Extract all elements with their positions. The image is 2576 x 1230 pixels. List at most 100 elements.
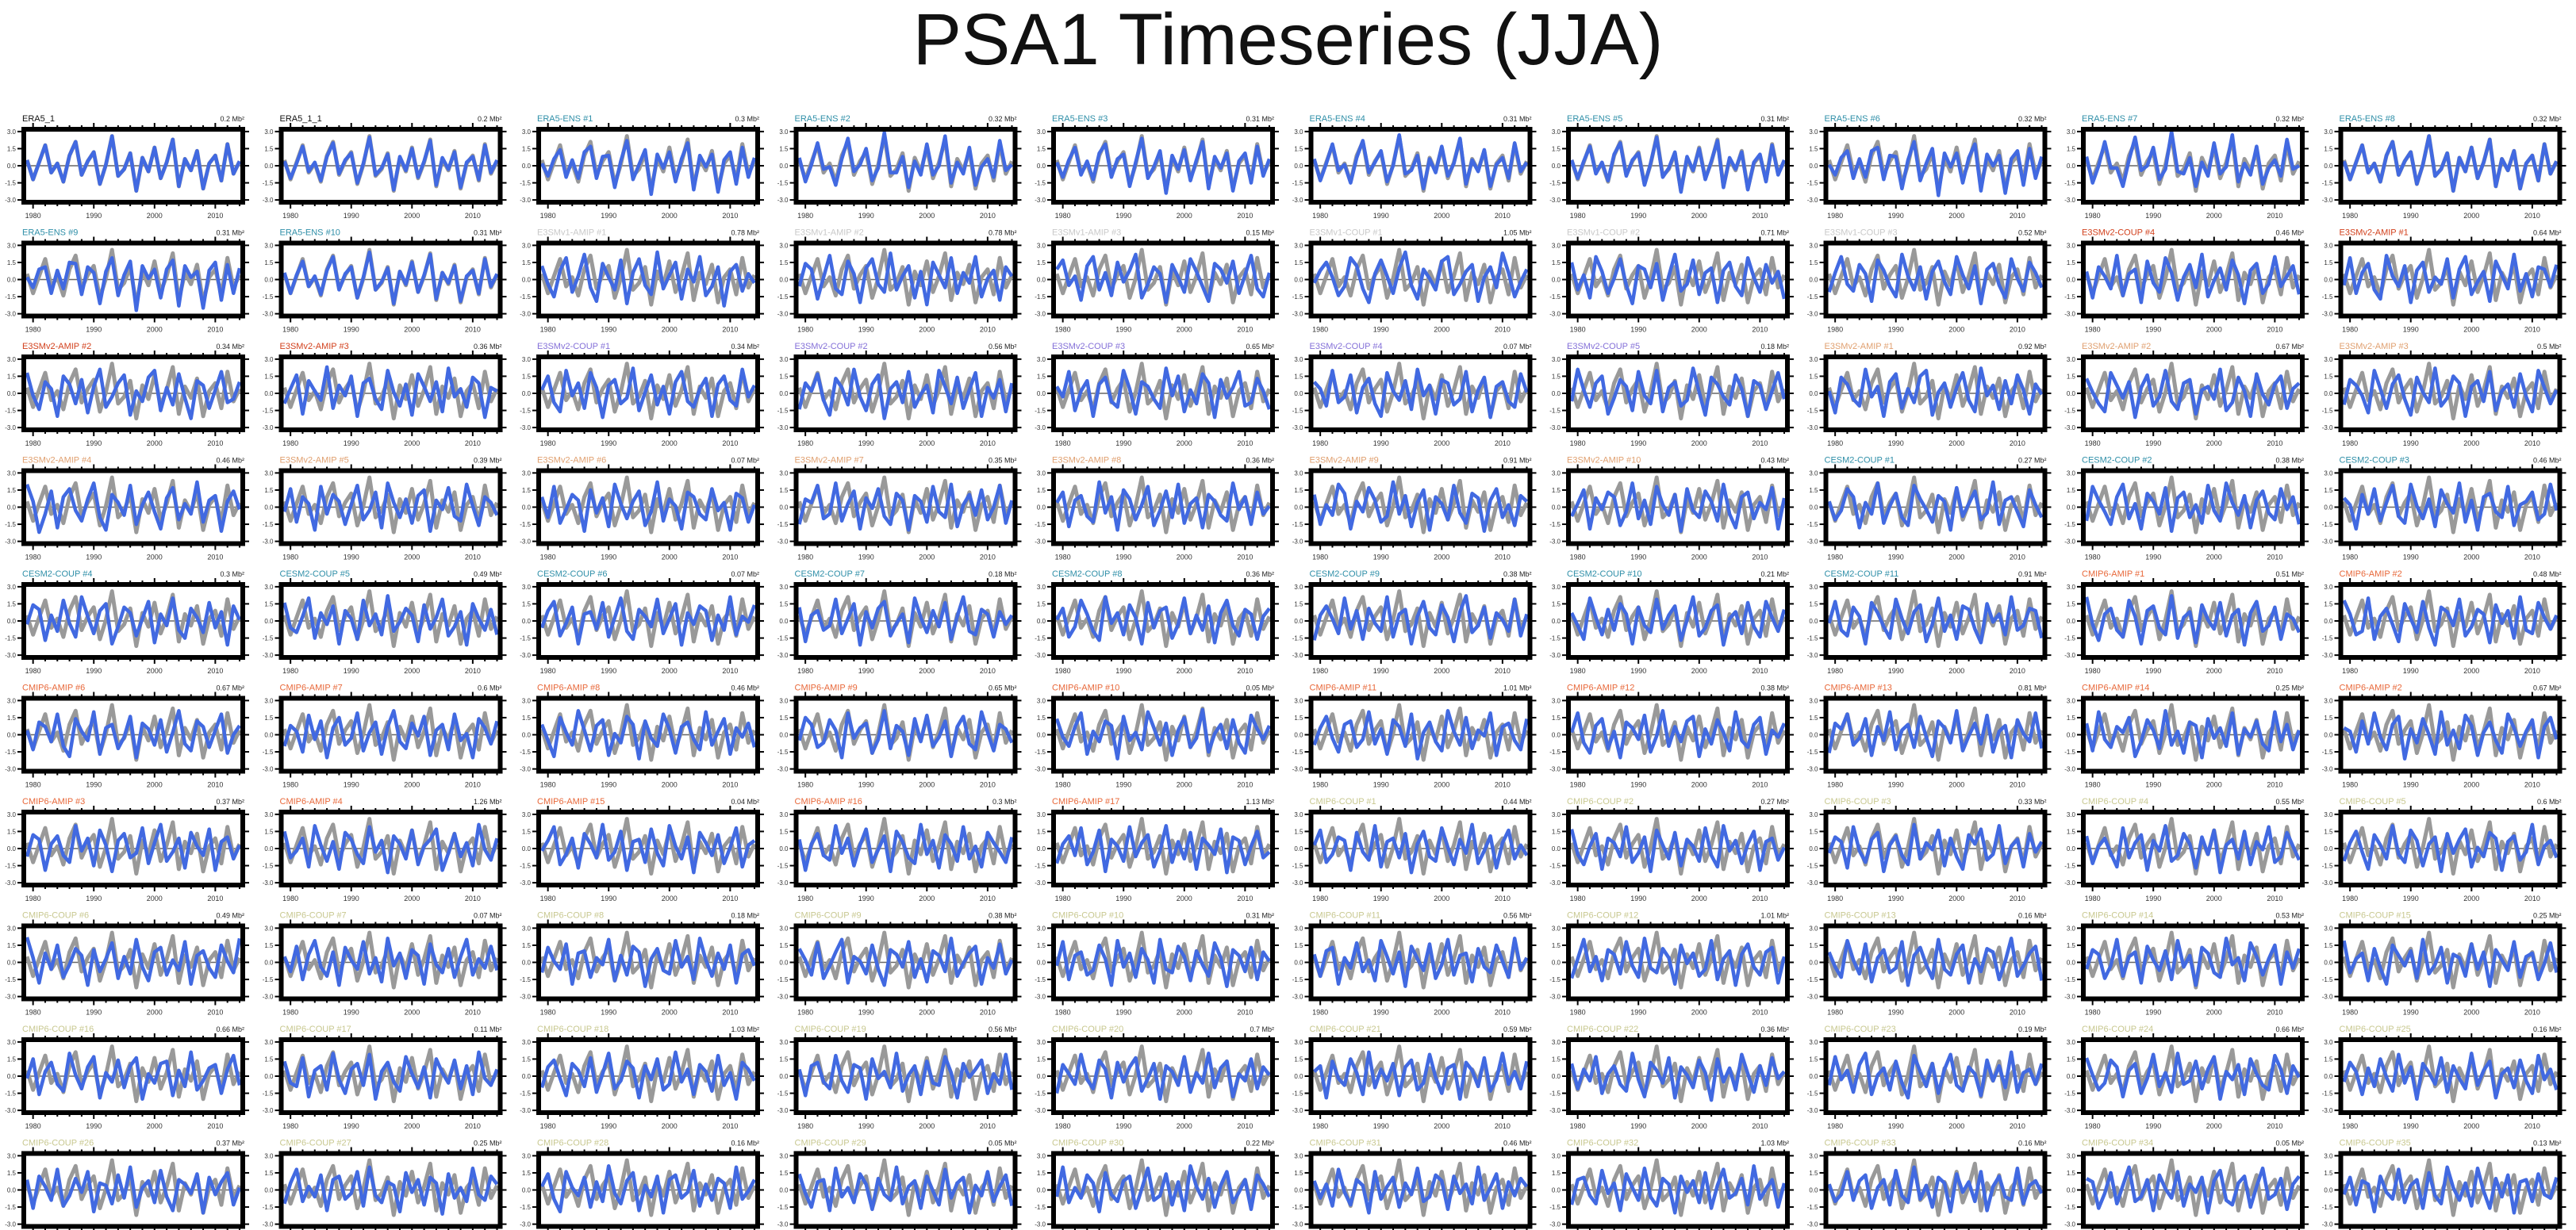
x-tick-label: 1990 <box>601 554 616 561</box>
panel-title: CMIP6-COUP #12 <box>1567 911 1638 921</box>
y-tick-label: -1.5 <box>5 1090 16 1098</box>
x-tick-label: 1980 <box>540 326 556 334</box>
y-tick-label: 3.0 <box>1037 242 1046 249</box>
panel-title: CMIP6-COUP #5 <box>2340 797 2406 807</box>
x-tick-label: 2000 <box>1948 781 1964 789</box>
y-tick-label: -1.5 <box>1549 863 1561 870</box>
y-tick-label: 3.0 <box>522 356 532 363</box>
panel-stat: 0.36 Mb² <box>474 343 502 351</box>
y-tick-label: -1.5 <box>1035 749 1046 756</box>
y-tick-label: -1.5 <box>1807 863 1818 870</box>
x-tick-label: 2010 <box>980 895 996 902</box>
y-tick-label: 3.0 <box>1809 925 1818 932</box>
y-tick-label: 0.0 <box>1809 732 1818 739</box>
y-tick-label: 0.0 <box>779 163 789 170</box>
y-tick-label: -1.5 <box>1549 749 1561 756</box>
y-tick-label: 1.5 <box>264 715 274 722</box>
y-tick-label: 3.0 <box>2324 811 2333 818</box>
reference-series-line <box>797 930 1014 990</box>
y-tick-label: -1.5 <box>1807 749 1818 756</box>
panel-title: CMIP6-AMIP #16 <box>795 797 862 807</box>
y-tick-label: -1.5 <box>520 635 531 642</box>
y-tick-label: 3.0 <box>1552 697 1561 704</box>
model-series-line <box>2084 937 2302 987</box>
y-tick-label: 1.5 <box>522 145 532 152</box>
y-tick-label: 1.5 <box>1294 715 1303 722</box>
model-series-line <box>539 250 756 308</box>
x-tick-label: 2000 <box>1434 326 1449 334</box>
x-tick-label: 2010 <box>2267 212 2282 220</box>
panel-title: E3SMv2-AMIP #1 <box>2340 228 2409 238</box>
small-multiple-panel: E3SMv2-COUP #5 0.18 Mb² -3.0 -1.5 0.0 1.5 3.0 1… <box>1549 342 1794 447</box>
x-tick-label: 1990 <box>1373 554 1389 561</box>
x-tick-label: 2010 <box>465 212 481 220</box>
small-multiple-panel: CMIP6-COUP #14 0.53 Mb² -3.0 -1.5 0.0 1.5 3.0 1… <box>2064 911 2309 1017</box>
x-tick-label: 2000 <box>147 439 163 447</box>
y-tick-label: 3.0 <box>1037 811 1046 818</box>
y-tick-label: 1.5 <box>779 942 789 949</box>
y-tick-label: 1.5 <box>1037 942 1046 949</box>
y-tick-label: 3.0 <box>522 128 532 136</box>
small-multiple-panel: CMIP6-AMIP #1 0.51 Mb² -3.0 -1.5 0.0 1.5 3.0 19… <box>2064 569 2309 675</box>
y-tick-label: -3.0 <box>1549 994 1561 1001</box>
y-tick-label: -1.5 <box>777 521 789 528</box>
small-multiple-panel: CESM2-COUP #6 0.07 Mb² -3.0 -1.5 0.0 1.5 3.0 19… <box>520 569 764 675</box>
y-tick-label: 0.0 <box>264 618 274 625</box>
y-tick-label: 0.0 <box>7 277 17 284</box>
panel-stat: 0.38 Mb² <box>989 912 1017 920</box>
panel-title: CMIP6-AMIP #1 <box>2082 569 2144 579</box>
panel-stat: 0.34 Mb² <box>731 343 759 351</box>
y-tick-label: 3.0 <box>264 469 274 477</box>
panel-stat: 0.27 Mb² <box>1760 798 1789 806</box>
model-series-line <box>797 709 1014 760</box>
y-tick-label: -3.0 <box>2064 879 2075 887</box>
y-tick-label: 1.5 <box>7 715 17 722</box>
y-tick-label: -1.5 <box>1549 293 1561 301</box>
model-series-line <box>539 139 757 197</box>
y-tick-label: 0.0 <box>1552 390 1561 397</box>
x-tick-label: 2000 <box>2463 895 2479 902</box>
x-tick-label: 1990 <box>1373 326 1389 334</box>
x-tick-label: 2000 <box>662 895 678 902</box>
reference-series-line <box>539 247 757 307</box>
model-series-line <box>797 367 1014 420</box>
small-multiple-panel: E3SMv2-AMIP #8 0.36 Mb² -3.0 -1.5 0.0 1.5 3.0 1… <box>1035 456 1279 561</box>
y-tick-label: 3.0 <box>779 584 789 591</box>
x-tick-label: 1980 <box>797 667 813 675</box>
y-tick-label: -1.5 <box>1292 180 1303 187</box>
y-tick-label: -1.5 <box>1292 976 1303 983</box>
y-tick-label: -3.0 <box>520 197 531 204</box>
x-tick-label: 2010 <box>1752 667 1768 675</box>
x-tick-label: 2010 <box>2524 212 2540 220</box>
x-tick-label: 1990 <box>1630 326 1646 334</box>
panel-title: CMIP6-AMIP #10 <box>1052 684 1119 693</box>
y-tick-label: 1.5 <box>7 1056 17 1063</box>
x-tick-label: 1980 <box>2342 439 2358 447</box>
small-multiple-panel: CMIP6-AMIP #9 0.65 Mb² -3.0 -1.5 0.0 1.5 3.0 19… <box>777 684 1022 789</box>
y-tick-label: 1.5 <box>1037 600 1046 607</box>
y-tick-label: -1.5 <box>1807 293 1818 301</box>
y-tick-label: -3.0 <box>1807 311 1818 318</box>
y-tick-label: -1.5 <box>2064 521 2075 528</box>
small-multiple-panel: CMIP6-COUP #6 0.49 Mb² -3.0 -1.5 0.0 1.5 3.0 19… <box>5 911 249 1017</box>
y-tick-label: 1.5 <box>1552 259 1561 266</box>
x-tick-label: 1980 <box>25 554 41 561</box>
panel-title: CMIP6-COUP #14 <box>2082 911 2153 921</box>
x-tick-label: 1990 <box>86 895 102 902</box>
x-tick-label: 1990 <box>1373 667 1389 675</box>
x-tick-label: 1980 <box>2342 326 2358 334</box>
y-tick-label: 3.0 <box>2324 128 2333 136</box>
y-tick-label: 1.5 <box>1552 600 1561 607</box>
y-tick-label: 1.5 <box>522 828 532 835</box>
y-tick-label: -3.0 <box>5 879 16 887</box>
x-tick-label: 1990 <box>1373 781 1389 789</box>
x-tick-label: 1980 <box>1312 212 1328 220</box>
x-tick-label: 1980 <box>2085 1009 2101 1017</box>
y-tick-label: -3.0 <box>5 652 16 659</box>
panel-title: CESM2-COUP #11 <box>1825 569 1899 579</box>
y-tick-label: 1.5 <box>2067 715 2076 722</box>
y-tick-label: 0.0 <box>2324 845 2333 853</box>
panel-title: E3SMv2-COUP #2 <box>795 342 868 351</box>
model-series-line <box>25 134 242 193</box>
x-tick-label: 1990 <box>2403 554 2419 561</box>
